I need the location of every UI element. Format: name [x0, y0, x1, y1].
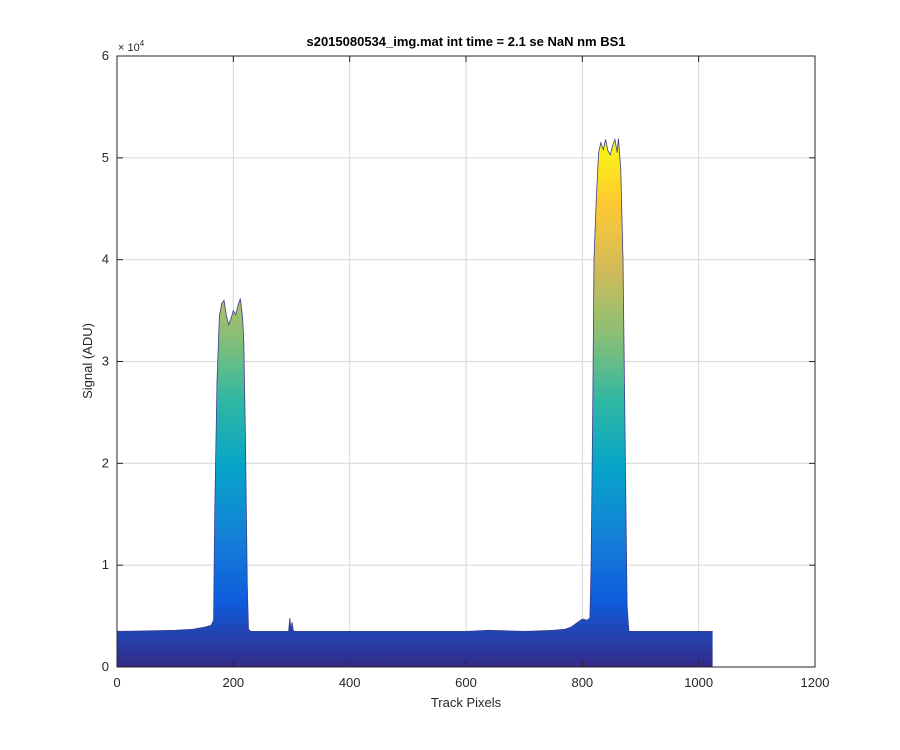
y-tick-label: 0: [102, 659, 109, 674]
x-tick-label: 400: [339, 675, 361, 690]
y-axis-label: Signal (ADU): [80, 323, 95, 399]
y-tick-label: 4: [102, 252, 109, 267]
ticks: 0 200 400 600 800 1000 1200 0 1 2 3 4 5 6: [102, 48, 830, 690]
x-tick-label: 1000: [684, 675, 713, 690]
x-tick-label: 800: [571, 675, 593, 690]
x-tick-label: 1200: [801, 675, 830, 690]
x-axis-label: Track Pixels: [431, 695, 502, 710]
signal-area-series-0: [117, 138, 713, 667]
x-tick-label: 200: [222, 675, 244, 690]
y-tick-label: 3: [102, 354, 109, 369]
y-tick-label: 5: [102, 150, 109, 165]
signal-line-series-0: [116, 137, 713, 632]
x-tick-label: 0: [113, 675, 120, 690]
y-tick-label: 1: [102, 557, 109, 572]
y-tick-label: 2: [102, 455, 109, 470]
y-exponent-power: 4: [140, 39, 145, 48]
y-exponent-label: × 104: [118, 39, 145, 54]
series-layer: [116, 137, 713, 667]
y-tick-label: 6: [102, 48, 109, 63]
x-tick-label: 600: [455, 675, 477, 690]
chart-title: s2015080534_img.mat int time = 2.1 se Na…: [306, 34, 625, 49]
